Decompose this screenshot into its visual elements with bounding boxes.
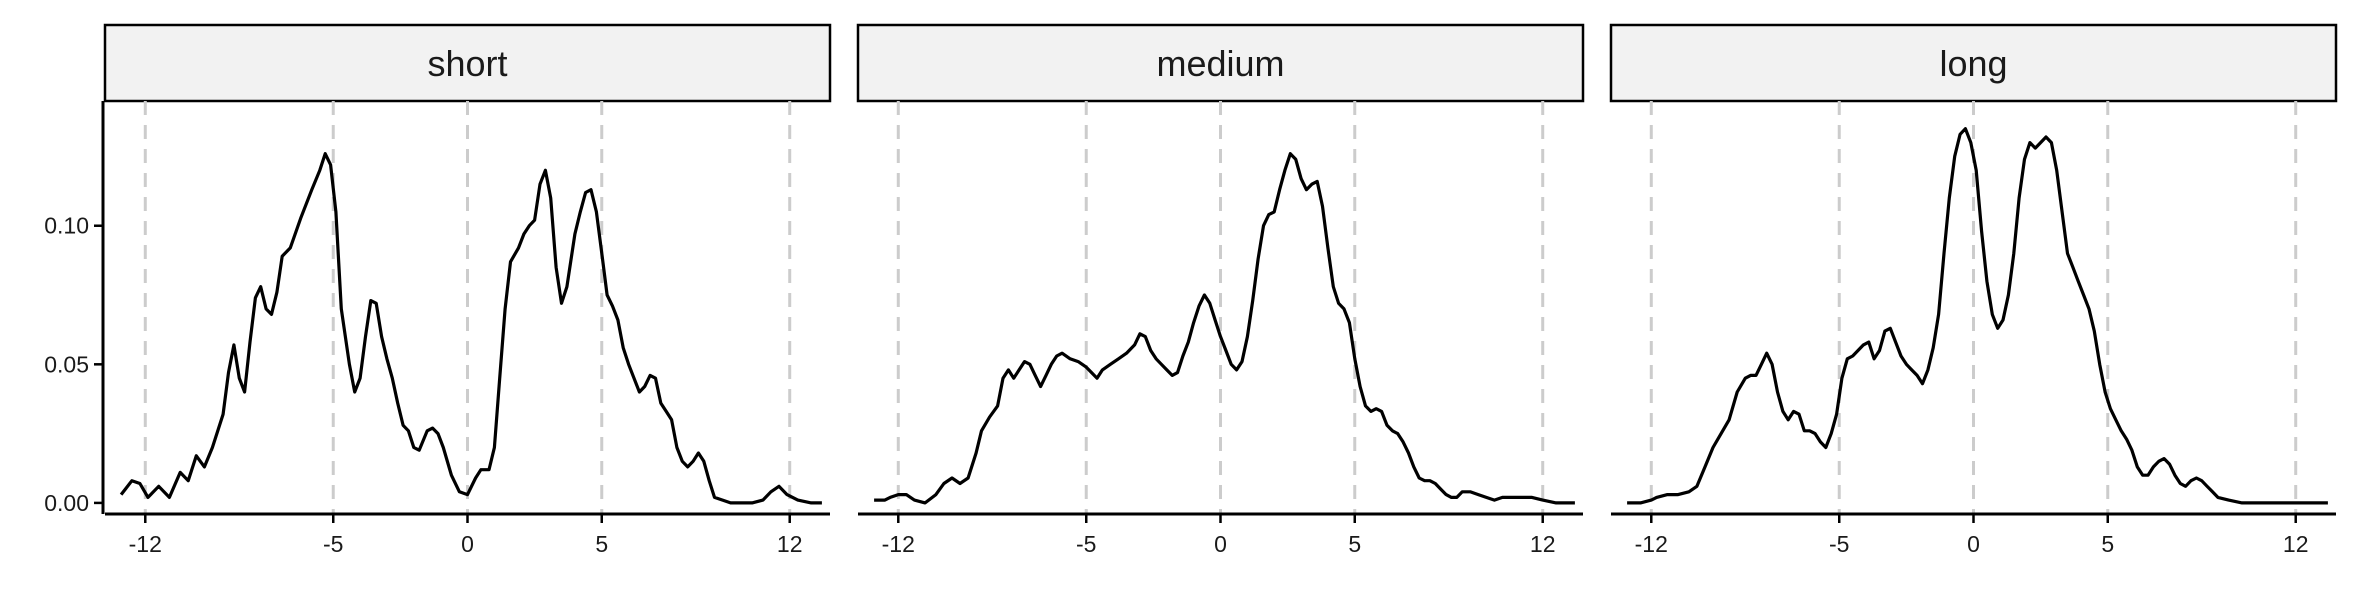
x-tick-label: -5	[1076, 531, 1096, 557]
facet-label-medium: medium	[1156, 43, 1284, 84]
x-tick-label: 12	[1530, 531, 1556, 557]
x-tick-label: 5	[1348, 531, 1361, 557]
x-tick-label: 0	[461, 531, 474, 557]
density-line-short	[119, 152, 822, 505]
x-tick-label: -5	[323, 531, 343, 557]
x-tick-label: -12	[882, 531, 915, 557]
y-tick-label: 0.05	[44, 351, 89, 377]
x-tick-label: 5	[595, 531, 608, 557]
x-tick-label: 12	[777, 531, 803, 557]
x-tick-label: 0	[1967, 531, 1980, 557]
facet-label-short: short	[427, 43, 507, 84]
facet-strip	[1609, 23, 2338, 103]
density-line-medium	[874, 152, 1575, 505]
x-tick-label: 0	[1214, 531, 1227, 557]
facet-label-long: long	[1939, 43, 2007, 84]
x-tick-label: 12	[2283, 531, 2309, 557]
y-tick-label: 0.10	[44, 213, 89, 239]
density-line-long	[1627, 127, 2328, 505]
facet-strip	[103, 23, 832, 103]
x-tick-label: 5	[2101, 531, 2114, 557]
x-tick-label: -12	[1635, 531, 1668, 557]
x-tick-label: -12	[129, 531, 162, 557]
x-tick-label: -5	[1829, 531, 1849, 557]
y-tick-label: 0.00	[44, 490, 89, 516]
